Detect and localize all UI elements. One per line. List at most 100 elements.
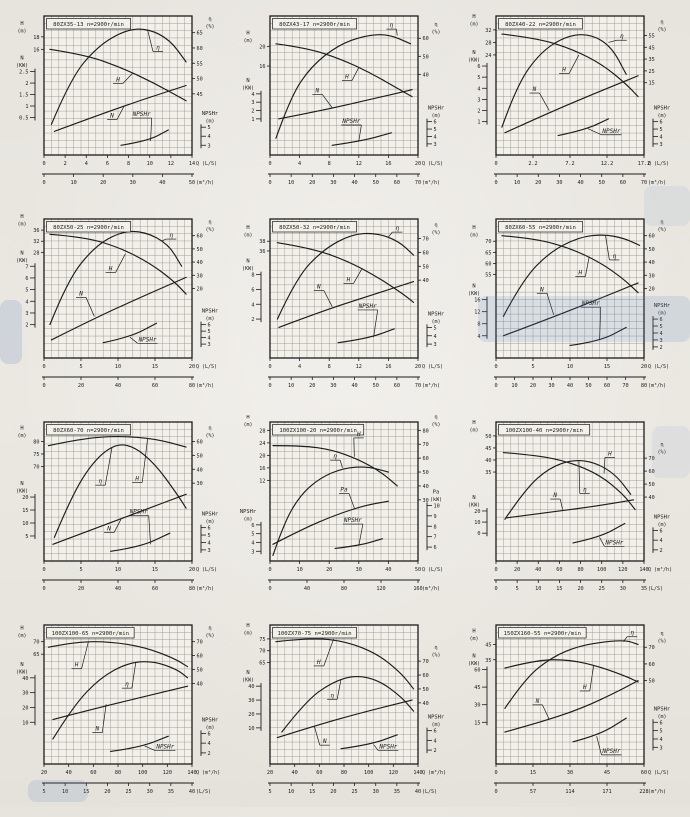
svg-text:η: η	[208, 425, 211, 431]
svg-text:38: 38	[259, 239, 265, 245]
svg-text:3: 3	[434, 342, 437, 348]
svg-text:140: 140	[639, 567, 648, 573]
svg-text:0: 0	[42, 567, 45, 573]
svg-text:(%): (%)	[205, 433, 214, 439]
svg-text:70: 70	[415, 383, 421, 389]
svg-text:60: 60	[423, 456, 429, 462]
svg-text:60: 60	[485, 261, 491, 267]
svg-text:10: 10	[511, 383, 517, 389]
svg-text:40: 40	[197, 467, 203, 473]
svg-text:N: N	[20, 481, 23, 487]
svg-text:50: 50	[423, 470, 429, 476]
svg-text:H: H	[115, 76, 120, 83]
svg-text:6: 6	[477, 64, 480, 70]
svg-text:H: H	[246, 623, 249, 629]
svg-text:(m): (m)	[243, 38, 252, 44]
svg-text:(m³/h): (m³/h)	[648, 383, 666, 389]
svg-text:(m): (m)	[17, 28, 26, 34]
svg-text:N: N	[20, 662, 23, 668]
svg-text:28: 28	[485, 40, 491, 46]
svg-text:20: 20	[259, 453, 265, 459]
chart-80ZX60-55: 80ZX60-55 n=2900r/min η H N NPSHr H (m) 70 65 60 5…	[458, 212, 680, 402]
svg-text:20: 20	[326, 567, 332, 573]
svg-text:150ZX160-55 n=2900r/min: 150ZX160-55 n=2900r/min	[504, 631, 581, 637]
svg-text:55: 55	[197, 61, 203, 67]
svg-text:2: 2	[64, 161, 67, 167]
svg-text:8: 8	[434, 524, 437, 530]
svg-text:50: 50	[649, 679, 655, 685]
svg-text:20: 20	[189, 364, 195, 370]
svg-text:Q (L/S): Q (L/S)	[196, 567, 217, 573]
pump-curve-plot: 80ZX50-32 n=2900r/min ηHNNPSHrH(m)3836N(K…	[242, 218, 445, 389]
svg-text:6: 6	[434, 545, 437, 551]
svg-text:(m): (m)	[205, 519, 214, 525]
svg-text:30: 30	[474, 703, 480, 709]
svg-text:(KW): (KW)	[242, 678, 254, 684]
svg-text:Q (L/S): Q (L/S)	[422, 567, 443, 573]
svg-text:80ZX60-70 n=2900r/min: 80ZX60-70 n=2900r/min	[53, 428, 124, 434]
svg-text:NPSHr: NPSHr	[654, 303, 671, 309]
chart-80ZX50-25: 80ZX50-25 n=2900r/min η H N NPSHr H (m) 36 32 28 N…	[6, 212, 228, 402]
svg-text:4: 4	[660, 134, 663, 140]
svg-text:NPSHr: NPSHr	[202, 512, 219, 518]
svg-text:3: 3	[25, 311, 28, 317]
svg-text:20: 20	[309, 180, 315, 186]
svg-text:N: N	[472, 284, 475, 290]
svg-text:20: 20	[197, 287, 203, 293]
svg-text:40: 40	[649, 495, 655, 501]
svg-text:(%): (%)	[431, 653, 440, 659]
svg-text:6: 6	[434, 729, 437, 735]
svg-text:H: H	[472, 628, 475, 634]
svg-text:(L/S): (L/S)	[648, 586, 663, 592]
svg-text:35: 35	[485, 470, 491, 476]
svg-text:3: 3	[477, 97, 480, 103]
svg-text:10: 10	[535, 586, 541, 592]
svg-text:η: η	[390, 22, 394, 29]
svg-text:NPSHr: NPSHr	[358, 303, 377, 310]
svg-text:60: 60	[394, 180, 400, 186]
svg-text:15: 15	[530, 770, 536, 776]
svg-text:10: 10	[288, 383, 294, 389]
svg-text:60: 60	[197, 654, 203, 660]
svg-text:5: 5	[660, 324, 663, 330]
svg-text:H: H	[344, 74, 349, 81]
svg-text:Q (m³/h): Q (m³/h)	[196, 770, 220, 776]
svg-text:40: 40	[159, 180, 165, 186]
svg-text:2: 2	[208, 751, 211, 757]
svg-text:(KW): (KW)	[16, 669, 28, 675]
svg-text:H: H	[246, 31, 249, 37]
svg-text:70: 70	[485, 239, 491, 245]
svg-text:18: 18	[33, 35, 39, 41]
svg-text:160: 160	[413, 586, 422, 592]
svg-text:(%): (%)	[657, 227, 666, 233]
svg-text:10: 10	[434, 503, 440, 509]
chart-80ZX35-13: 80ZX35-13 n=2900r/min η H N NPSHr H (m) 18 16 N (K…	[6, 9, 228, 199]
svg-text:8: 8	[127, 161, 130, 167]
pump-curve-plot: 80ZX50-25 n=2900r/minηHNNPSHrH(m)363228N…	[16, 214, 219, 389]
svg-text:5: 5	[660, 729, 663, 735]
svg-text:η: η	[583, 487, 587, 494]
svg-text:20: 20	[78, 383, 84, 389]
svg-text:η: η	[660, 631, 663, 637]
svg-text:4: 4	[298, 161, 301, 167]
svg-text:6: 6	[660, 120, 663, 126]
svg-text:0: 0	[494, 383, 497, 389]
svg-text:40: 40	[115, 383, 121, 389]
svg-text:80ZX40-22 n=2900r/min: 80ZX40-22 n=2900r/min	[505, 22, 576, 28]
svg-text:8: 8	[477, 322, 480, 328]
svg-text:5: 5	[251, 532, 254, 538]
svg-text:N: N	[472, 50, 475, 56]
svg-text:60: 60	[649, 234, 655, 240]
svg-text:57: 57	[530, 789, 536, 795]
svg-text:30: 30	[620, 586, 626, 592]
svg-text:40: 40	[577, 180, 583, 186]
svg-text:2: 2	[25, 323, 28, 329]
svg-text:6: 6	[434, 120, 437, 126]
svg-text:0: 0	[42, 383, 45, 389]
svg-text:16: 16	[385, 161, 391, 167]
svg-text:12: 12	[259, 478, 265, 484]
svg-text:3: 3	[660, 142, 663, 148]
svg-text:Q (L/S): Q (L/S)	[648, 364, 669, 370]
svg-text:H: H	[356, 431, 361, 438]
